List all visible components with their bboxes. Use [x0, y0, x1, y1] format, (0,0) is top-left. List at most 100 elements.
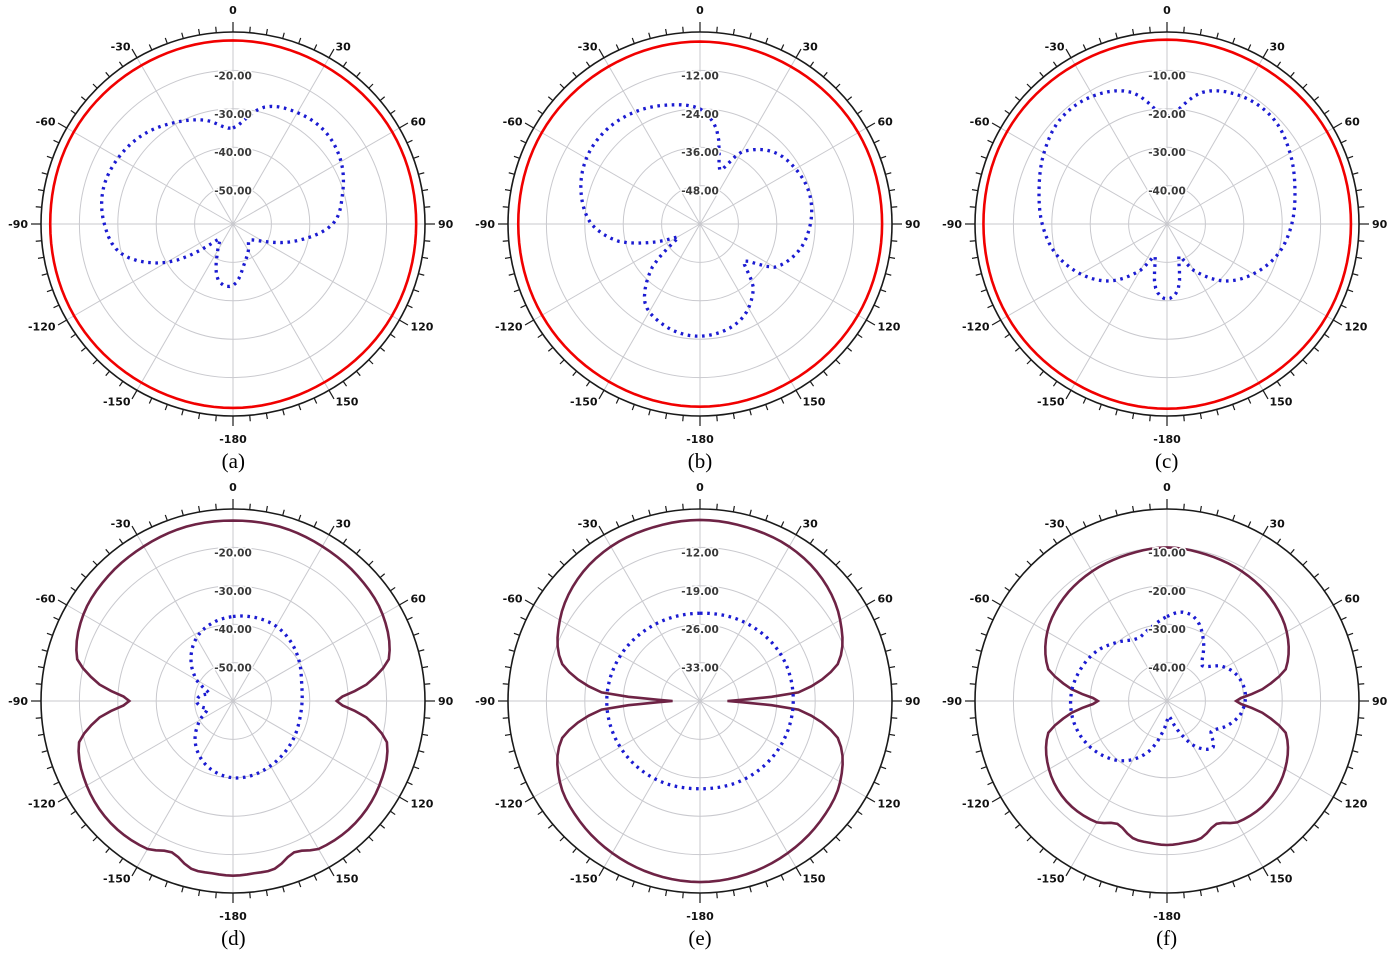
svg-text:60: 60	[411, 593, 427, 606]
svg-text:-10.00: -10.00	[1148, 70, 1186, 82]
angle-labels: 0 30 60 90 120 150 -180 -150 -120 -90 -60 -30	[8, 4, 454, 446]
svg-text:-90: -90	[942, 218, 962, 231]
svg-text:-40.00: -40.00	[215, 147, 253, 159]
svg-text:150: 150	[336, 396, 359, 409]
svg-text:-60: -60	[969, 593, 989, 606]
polar-plot-d: 0 30 60 90 120 150 -180 -150 -120 -90 -60 -30 -20.00…	[0, 477, 467, 955]
polar-plot-e: 0 30 60 90 120 150 -180 -150 -120 -90 -60 -30 -12.00…	[467, 477, 934, 955]
svg-text:-40.00: -40.00	[1148, 663, 1186, 675]
polar-chart-b: 0 30 60 90 120 150 -180 -150 -120 -90 -60 -30 -12.00…	[475, 4, 921, 446]
svg-text:0: 0	[696, 481, 704, 494]
svg-text:-150: -150	[570, 873, 598, 886]
caption-b: (b)	[687, 449, 713, 473]
svg-text:-30: -30	[1044, 41, 1064, 54]
svg-text:-24.00: -24.00	[681, 109, 719, 121]
svg-text:0: 0	[696, 4, 704, 17]
svg-text:120: 120	[1344, 798, 1367, 811]
polar-grid	[974, 32, 1359, 416]
svg-text:0: 0	[230, 4, 238, 17]
svg-text:-20.00: -20.00	[1148, 586, 1186, 598]
svg-text:0: 0	[1163, 4, 1171, 17]
radial-axis-labels: -12.00 -24.00 -36.00 -48.00	[680, 69, 721, 199]
svg-text:-180: -180	[1153, 910, 1181, 923]
svg-text:-30.00: -30.00	[215, 586, 253, 598]
svg-text:-40.00: -40.00	[1148, 186, 1186, 198]
svg-text:-26.00: -26.00	[681, 624, 719, 636]
svg-text:30: 30	[336, 41, 352, 54]
polar-chart-a: 0 30 60 90 120 150 -180 -150 -120 -90 -60 -30 -20.00…	[8, 4, 454, 446]
svg-text:-36.00: -36.00	[681, 147, 719, 159]
svg-text:60: 60	[1344, 593, 1360, 606]
svg-text:-150: -150	[1037, 396, 1065, 409]
svg-text:-180: -180	[220, 910, 248, 923]
svg-text:-60: -60	[36, 116, 56, 129]
angle-labels: 0 30 60 90 120 150 -180 -150 -120 -90 -60 -30	[942, 481, 1388, 923]
svg-text:-120: -120	[962, 798, 990, 811]
polar-chart-d: 0 30 60 90 120 150 -180 -150 -120 -90 -60 -30 -20.00…	[8, 481, 454, 923]
svg-text:60: 60	[877, 593, 893, 606]
svg-text:30: 30	[802, 518, 818, 531]
series-solid-red	[981, 38, 1352, 411]
svg-text:-33.00: -33.00	[681, 663, 719, 675]
series-solid-maroon	[556, 518, 844, 884]
svg-text:-20.00: -20.00	[215, 70, 253, 82]
svg-text:-60: -60	[969, 116, 989, 129]
svg-text:30: 30	[802, 41, 818, 54]
svg-text:30: 30	[1269, 41, 1285, 54]
svg-text:150: 150	[1269, 396, 1292, 409]
polar-ticks	[31, 22, 436, 426]
svg-text:-40.00: -40.00	[215, 624, 253, 636]
svg-text:-20.00: -20.00	[1148, 109, 1186, 121]
series-solid-red	[49, 39, 418, 410]
svg-text:60: 60	[411, 116, 427, 129]
svg-text:90: 90	[1372, 218, 1388, 231]
svg-text:-90: -90	[8, 218, 28, 231]
radial-axis-labels: -10.00 -20.00 -30.00 -40.00	[1146, 69, 1187, 199]
caption-c: (c)	[1155, 449, 1179, 473]
svg-text:-60: -60	[36, 593, 56, 606]
radial-axis-labels: -20.00 -30.00 -40.00 -50.00	[213, 69, 254, 199]
caption-f: (f)	[1156, 926, 1178, 950]
polar-ticks	[497, 499, 902, 903]
svg-text:-180: -180	[1153, 433, 1181, 446]
svg-text:-120: -120	[28, 798, 56, 811]
polar-plot-b: 0 30 60 90 120 150 -180 -150 -120 -90 -60 -30 -12.00…	[467, 0, 934, 477]
svg-text:150: 150	[1269, 873, 1292, 886]
series-dotted-blue	[189, 614, 305, 780]
svg-text:-150: -150	[103, 873, 131, 886]
svg-text:90: 90	[905, 218, 921, 231]
svg-text:90: 90	[1372, 695, 1388, 708]
caption-a: (a)	[221, 449, 245, 473]
svg-text:60: 60	[877, 116, 893, 129]
svg-text:0: 0	[1163, 481, 1171, 494]
svg-text:120: 120	[411, 798, 434, 811]
svg-text:90: 90	[438, 695, 454, 708]
svg-text:-10.00: -10.00	[1148, 547, 1186, 559]
svg-text:-120: -120	[495, 321, 523, 334]
svg-text:30: 30	[1269, 518, 1285, 531]
series-solid-red	[516, 40, 884, 409]
svg-text:-30.00: -30.00	[1148, 624, 1186, 636]
svg-text:120: 120	[1344, 321, 1367, 334]
polar-chart-f: 0 30 60 90 120 150 -180 -150 -120 -90 -60 -30 -10.00…	[942, 481, 1388, 923]
svg-text:-90: -90	[8, 695, 28, 708]
svg-text:-90: -90	[475, 695, 495, 708]
polar-chart-e: 0 30 60 90 120 150 -180 -150 -120 -90 -60 -30 -12.00…	[475, 481, 921, 923]
svg-text:90: 90	[905, 695, 921, 708]
radial-axis-labels: -12.00 -19.00 -26.00 -33.00	[680, 546, 721, 676]
angle-labels: 0 30 60 90 120 150 -180 -150 -120 -90 -60 -30	[475, 4, 921, 446]
polar-ticks	[497, 22, 902, 426]
polar-plot-c: 0 30 60 90 120 150 -180 -150 -120 -90 -60 -30 -10.00…	[933, 0, 1400, 477]
svg-text:150: 150	[802, 396, 825, 409]
radial-axis-labels: -10.00 -20.00 -30.00 -40.00	[1146, 546, 1187, 676]
polar-grid	[507, 509, 892, 893]
svg-text:-30.00: -30.00	[215, 109, 253, 121]
svg-text:90: 90	[438, 218, 454, 231]
svg-text:-12.00: -12.00	[681, 547, 719, 559]
angle-labels: 0 30 60 90 120 150 -180 -150 -120 -90 -60 -30	[475, 481, 921, 923]
polar-grid	[507, 32, 892, 416]
svg-text:-48.00: -48.00	[681, 186, 719, 198]
series-dotted-blue	[1037, 89, 1297, 301]
svg-text:-120: -120	[962, 321, 990, 334]
